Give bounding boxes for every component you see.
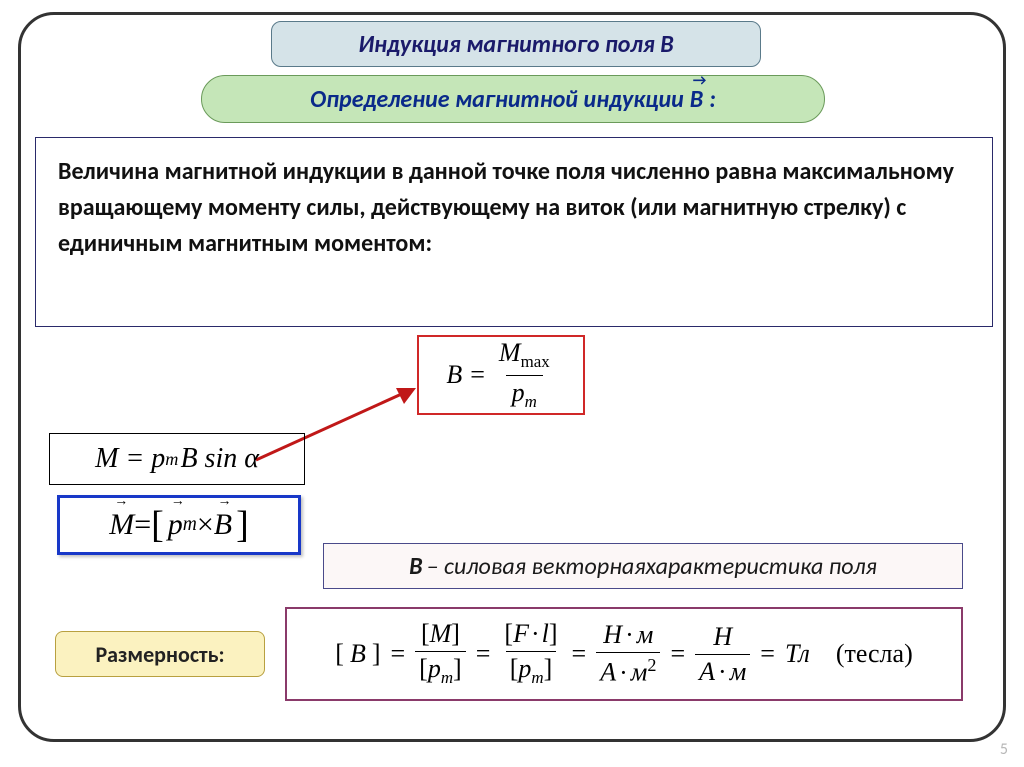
slide-frame: Индукция магнитного поля B Определение м… (18, 12, 1006, 742)
page-number: 5 (1000, 740, 1008, 759)
dim-f3-bot: А·м2 (596, 652, 660, 688)
dim-eq2: = (476, 639, 491, 669)
subtitle-colon: : (709, 85, 716, 114)
formula-main-expr: B = Mmax pm (446, 338, 555, 411)
dim-B: B (350, 639, 366, 669)
den-sub: m (525, 392, 537, 411)
dim-frac3: Н·м А·м2 (596, 620, 660, 688)
m2-lbrack: [ (151, 503, 164, 547)
dimension-label: Размерность: (55, 631, 265, 677)
char-bvar: B (409, 552, 422, 581)
definition-text: Величина магнитной индукции в данной точ… (58, 157, 954, 258)
dim-f4-bot: А·м (695, 654, 750, 687)
dim-f1-bot: [pm] (415, 651, 466, 688)
num-sub: max (521, 353, 550, 372)
m1-left: M = p (95, 443, 165, 475)
title-text: Индукция магнитного поля B (358, 30, 673, 59)
dim-f4-top: Н (709, 622, 736, 654)
m2-psub: m (183, 514, 197, 536)
dim-tesla: (тесла) (836, 639, 913, 669)
title-pill: Индукция магнитного поля B (271, 21, 761, 67)
m1-sub: m (165, 449, 178, 470)
dimension-box: [B] = [M] [pm] = [F·l] [pm] = Н·м А·м2 =… (285, 607, 963, 701)
formula-main: B = Mmax pm (417, 335, 585, 415)
dim-f2-top: [F·l] (500, 619, 561, 651)
dim-rb1: ] (372, 639, 381, 669)
dim-frac4: Н А·м (695, 622, 750, 687)
dim-frac1: [M] [pm] (415, 619, 466, 688)
subtitle-text: Определение магнитной индукции (310, 85, 684, 114)
dim-Tl: Тл (785, 639, 810, 669)
fraction-num: Mmax (493, 338, 556, 374)
dim-eq1: = (391, 639, 406, 669)
formula-m2: M = [ pm × B ] (57, 495, 301, 555)
m2-p: p (168, 508, 183, 542)
dim-eq5: = (760, 639, 775, 669)
eq-sign: = (470, 360, 485, 390)
formula-main-lhs: B (446, 360, 462, 390)
subtitle-b-vector: B (690, 85, 703, 114)
dim-f3-top: Н·м (599, 620, 657, 652)
m2-times: × (197, 508, 214, 542)
characteristic-box: B – силовая векторнаяхарактеристика поля (323, 543, 963, 589)
dimension-chain: [B] = [M] [pm] = [F·l] [pm] = Н·м А·м2 =… (335, 619, 912, 688)
m1-tail: B sin α (180, 443, 258, 475)
fraction-den: pm (506, 375, 543, 412)
dim-label-text: Размерность: (95, 641, 224, 668)
formula-m1: M = pmB sin α (49, 433, 305, 485)
dim-f2-bot: [pm] (506, 651, 557, 688)
subtitle-pill: Определение магнитной индукции B : (201, 75, 825, 123)
dim-lb1: [ (335, 639, 344, 669)
num-M: M (499, 338, 521, 367)
m2-M: M (109, 508, 134, 542)
m2-rbrack: ] (236, 503, 249, 547)
dim-eq4: = (670, 639, 685, 669)
char-text: – силовая векторнаяхарактеристика поля (427, 552, 877, 581)
dim-f1-top: [M] (417, 619, 464, 651)
definition-box: Величина магнитной индукции в данной точ… (35, 137, 993, 327)
dim-frac2: [F·l] [pm] (500, 619, 561, 688)
formula-main-fraction: Mmax pm (493, 338, 556, 411)
den-p: p (512, 378, 525, 407)
dim-eq3: = (572, 639, 587, 669)
m2-B: B (214, 508, 232, 542)
m2-eq: = (134, 508, 151, 542)
